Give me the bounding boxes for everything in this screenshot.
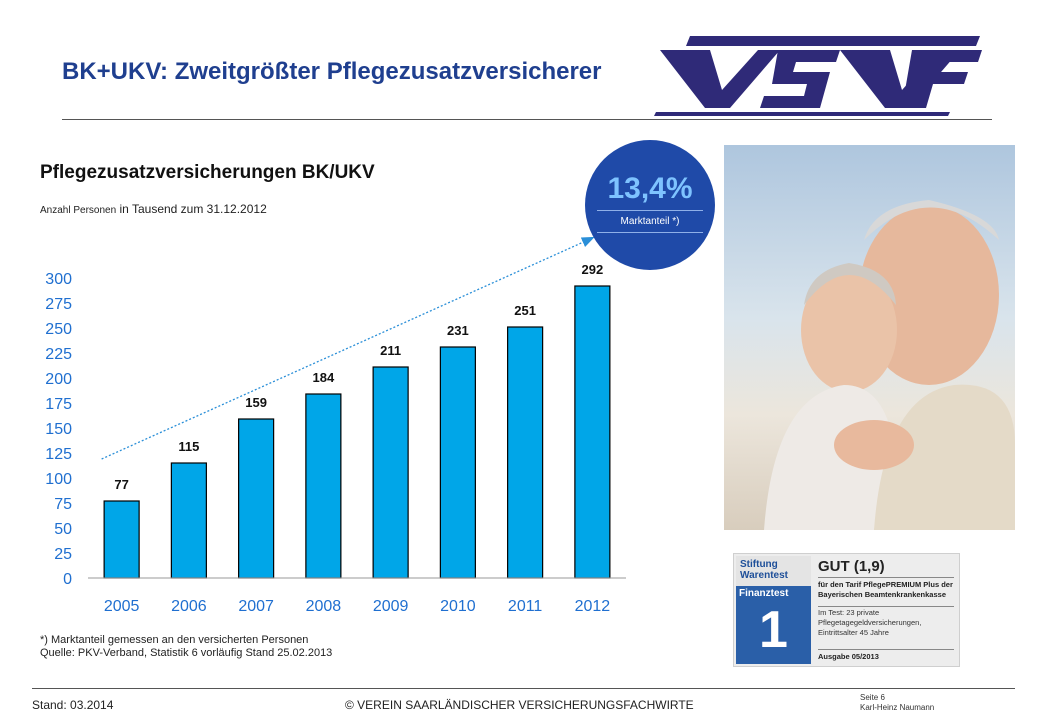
footer-date: Stand: 03.2014	[32, 698, 114, 712]
x-tick-label: 2006	[171, 598, 207, 615]
y-tick-label: 275	[45, 296, 72, 313]
bar-2009	[372, 366, 409, 579]
test-scope-text: Im Test: 23 private Pflegetagegeldversic…	[818, 608, 922, 637]
y-tick-label: 75	[54, 496, 72, 513]
market-share-label: Marktanteil *)	[620, 216, 680, 227]
footnote-source: Quelle: PKV-Verband, Statistik 6 vorläuf…	[40, 647, 333, 659]
chart-subtitle: Anzahl Personen in Tausend zum 31.12.201…	[40, 202, 267, 216]
page-title: BK+UKV: Zweitgrößter Pflegezusatzversich…	[62, 58, 602, 85]
test-tariff-text: für den Tarif PflegePREMIUM Plus der Bay…	[818, 580, 953, 599]
bar-2005	[103, 500, 140, 579]
y-tick-label: 250	[45, 321, 72, 338]
bar-value-label: 292	[582, 262, 604, 277]
y-tick-label: 150	[45, 421, 72, 438]
bar-2008	[305, 393, 342, 579]
bar-value-label: 251	[514, 303, 536, 318]
footer-divider	[32, 688, 1015, 689]
chart-footnote: *) Marktanteil gemessen an den versicher…	[40, 634, 332, 660]
bar-value-label: 184	[313, 370, 335, 385]
x-tick-label: 2009	[373, 598, 409, 615]
y-tick-label: 100	[45, 471, 72, 488]
y-tick-label: 225	[45, 346, 72, 363]
seal-divider	[818, 606, 954, 607]
bar-2010	[439, 346, 476, 579]
bar-value-label: 211	[380, 343, 401, 358]
header-divider	[62, 119, 992, 120]
trend-arrow	[101, 236, 595, 460]
senior-couple-photo	[724, 145, 1015, 530]
brand-line-2: Warentest	[740, 570, 788, 581]
footnote-market-share: *) Marktanteil gemessen an den versicher…	[40, 634, 309, 646]
badge-divider	[597, 210, 703, 211]
seal-divider	[818, 577, 954, 578]
seal-divider	[818, 649, 954, 650]
x-tick-label: 2008	[306, 598, 342, 615]
test-grade: GUT (1,9)	[818, 558, 885, 575]
finanztest-number: 1	[759, 601, 788, 659]
chart-subtitle-small: Anzahl Personen	[40, 205, 117, 216]
y-tick-label: 125	[45, 446, 72, 463]
finanztest-logo: Stiftung Warentest Finanztest 1	[736, 556, 811, 664]
badge-divider-lower	[597, 232, 703, 233]
market-share-value: 13,4%	[607, 172, 693, 205]
x-tick-label: 2012	[575, 598, 611, 615]
x-tick-label: 2010	[440, 598, 476, 615]
footer-copyright: © VEREIN SAARLÄNDISCHER VERSICHERUNGSFAC…	[345, 698, 694, 712]
bar-value-label: 231	[447, 323, 469, 338]
photo-illustration	[764, 200, 1015, 530]
bar-2011	[507, 326, 544, 579]
market-share-badge: 13,4% Marktanteil *)	[585, 140, 715, 270]
finanztest-label: Finanztest	[739, 588, 789, 599]
y-tick-label: 175	[45, 396, 72, 413]
page-number: Seite 6	[860, 693, 885, 702]
stiftung-warentest-seal: Stiftung Warentest Finanztest 1 GUT (1,9)…	[733, 553, 960, 667]
bar-2006	[170, 462, 207, 579]
author-name: Karl-Heinz Naumann	[860, 703, 935, 712]
y-tick-label: 0	[63, 571, 72, 588]
vsvf-logo	[654, 36, 982, 116]
y-tick-label: 200	[45, 371, 72, 388]
bar-value-label: 115	[178, 439, 199, 454]
test-issue: Ausgabe 05/2013	[818, 652, 879, 661]
bar-value-label: 159	[245, 395, 267, 410]
brand-line-1: Stiftung	[740, 559, 778, 570]
warentest-brand: Stiftung Warentest	[736, 556, 811, 586]
bar-chart: 0 25 50 75 100 125 150 175 200 225 250 275 300 77 115…	[45, 236, 626, 615]
chart-title: Pflegezusatzversicherungen BK/UKV	[40, 162, 375, 183]
bar-value-label: 77	[114, 477, 128, 492]
footer-page-info: Seite 6 Karl-Heinz Naumann	[860, 693, 934, 713]
y-tick-label: 300	[45, 271, 72, 288]
y-tick-label: 50	[54, 521, 72, 538]
y-tick-label: 25	[54, 546, 72, 563]
x-tick-label: 2007	[238, 598, 274, 615]
bar-2007	[238, 418, 275, 579]
bar-2012	[574, 285, 611, 579]
chart-subtitle-main: in Tausend zum 31.12.2012	[119, 202, 267, 216]
x-tick-label: 2005	[104, 598, 140, 615]
x-tick-label: 2011	[508, 598, 543, 615]
